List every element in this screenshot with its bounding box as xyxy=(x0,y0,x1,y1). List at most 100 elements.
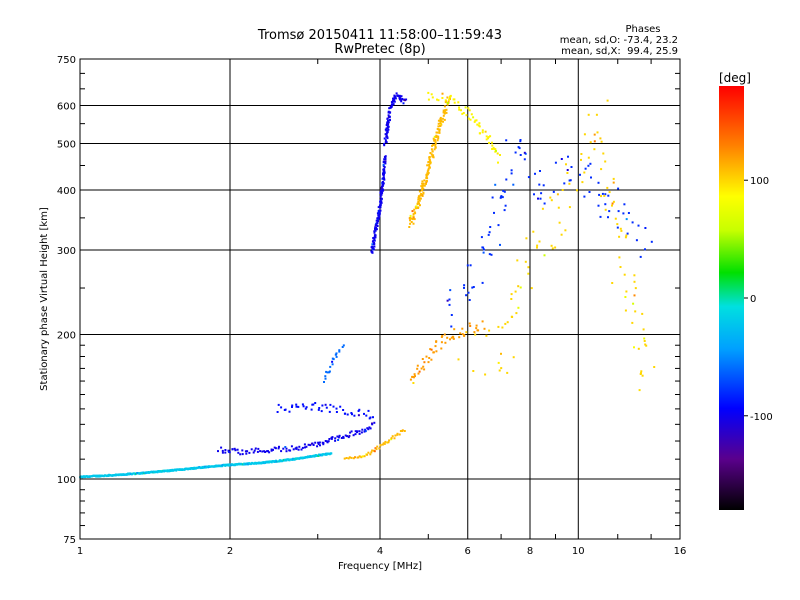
data-point xyxy=(489,226,492,228)
data-point xyxy=(561,189,564,191)
data-point xyxy=(428,158,431,161)
data-point xyxy=(448,298,451,301)
data-point xyxy=(487,137,489,140)
data-point xyxy=(401,98,404,100)
data-point xyxy=(385,132,388,135)
data-point xyxy=(485,334,488,337)
data-point xyxy=(468,322,471,325)
data-point xyxy=(443,105,446,108)
data-point xyxy=(603,194,606,197)
data-point xyxy=(227,449,230,452)
data-point xyxy=(421,180,424,183)
data-point xyxy=(439,125,442,127)
data-point xyxy=(354,456,356,459)
data-point xyxy=(463,334,466,337)
data-point xyxy=(435,136,438,139)
data-point xyxy=(372,248,375,251)
data-point xyxy=(601,192,604,195)
data-point xyxy=(488,329,491,332)
data-point xyxy=(439,122,442,125)
data-point xyxy=(264,451,267,453)
data-point xyxy=(416,364,419,367)
data-point xyxy=(435,340,438,343)
data-point xyxy=(390,105,393,108)
data-point xyxy=(305,445,308,448)
y-tick-label: 600 xyxy=(57,102,76,113)
data-point xyxy=(376,217,379,220)
data-point xyxy=(272,448,274,451)
data-point xyxy=(618,235,621,238)
data-point xyxy=(532,230,535,233)
data-point xyxy=(593,140,596,143)
data-point xyxy=(444,109,447,111)
data-point xyxy=(409,217,412,219)
data-point xyxy=(584,167,587,170)
data-point xyxy=(523,151,526,154)
data-point xyxy=(382,176,385,179)
data-point xyxy=(497,224,500,227)
colorbar-tick-label: -100 xyxy=(750,412,773,423)
data-point xyxy=(352,457,355,460)
data-point xyxy=(311,442,314,445)
data-point xyxy=(428,357,431,359)
data-point xyxy=(400,100,403,103)
data-point xyxy=(221,451,224,454)
data-point xyxy=(312,403,315,406)
data-point xyxy=(496,152,499,155)
colorbar-ticks: 100 0 -100 xyxy=(744,176,773,423)
y-tick-label: 100 xyxy=(57,475,76,486)
data-point xyxy=(503,190,506,193)
data-point xyxy=(530,287,533,290)
data-point xyxy=(351,413,353,416)
data-point xyxy=(329,365,332,368)
data-point xyxy=(325,406,328,409)
data-point xyxy=(367,428,370,431)
data-point xyxy=(425,175,428,178)
data-point xyxy=(634,310,637,313)
data-point xyxy=(487,136,490,139)
data-point xyxy=(488,253,491,256)
data-point xyxy=(430,93,433,96)
data-point xyxy=(384,128,387,131)
data-point xyxy=(653,366,656,368)
data-point xyxy=(398,97,401,100)
data-point xyxy=(437,99,440,102)
data-point xyxy=(556,193,559,196)
data-point xyxy=(276,411,279,413)
data-point xyxy=(426,170,429,173)
data-point xyxy=(560,158,563,160)
data-point xyxy=(444,341,447,344)
data-point xyxy=(379,206,382,209)
data-point xyxy=(220,446,223,449)
data-point xyxy=(324,377,327,380)
data-point xyxy=(417,372,420,375)
data-point xyxy=(435,134,438,137)
data-point xyxy=(470,113,473,116)
data-point xyxy=(284,408,287,411)
data-point xyxy=(399,95,402,98)
data-point xyxy=(410,221,413,223)
data-point xyxy=(473,120,476,123)
data-point xyxy=(448,303,451,306)
data-point xyxy=(604,193,607,196)
data-point xyxy=(221,449,224,452)
data-point xyxy=(620,229,623,232)
data-point xyxy=(437,119,440,122)
data-point xyxy=(560,233,563,236)
data-point xyxy=(642,328,645,331)
data-point xyxy=(292,448,295,451)
data-point xyxy=(444,99,447,102)
data-point xyxy=(358,455,361,458)
data-point xyxy=(623,203,626,206)
data-point xyxy=(612,181,615,184)
data-point xyxy=(616,226,619,229)
data-point xyxy=(256,450,259,453)
data-point xyxy=(643,340,646,342)
data-point xyxy=(361,428,364,431)
data-point xyxy=(386,441,389,444)
data-point xyxy=(595,113,598,116)
data-point xyxy=(322,443,325,446)
data-point xyxy=(500,352,502,355)
data-point xyxy=(418,195,421,198)
data-point xyxy=(383,144,386,147)
